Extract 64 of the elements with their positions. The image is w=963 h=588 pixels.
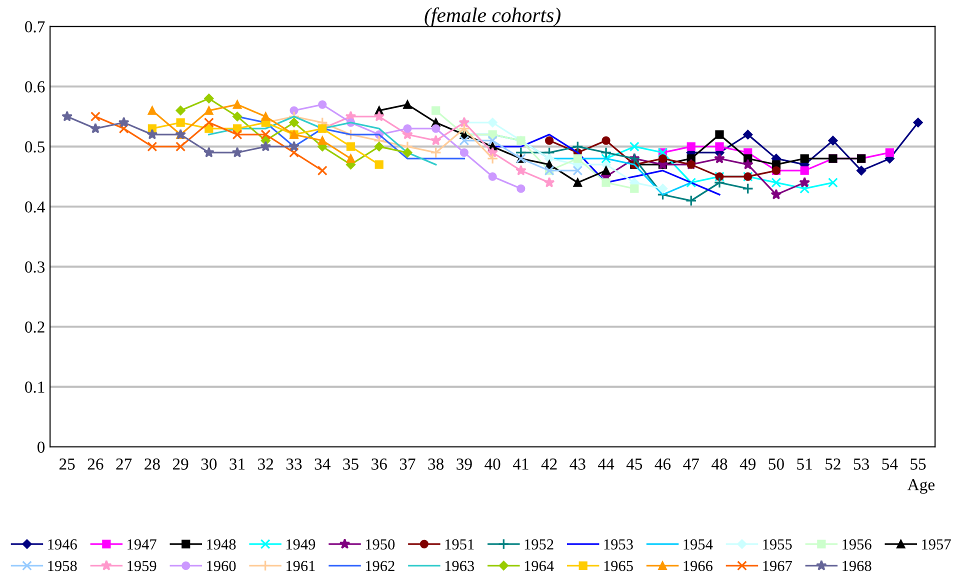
x-tick-label: 39: [456, 458, 472, 470]
x-tick-label: 28: [144, 458, 160, 470]
x-tick-label: 31: [230, 458, 245, 470]
legend-label: 1960: [207, 560, 236, 572]
legend-label: 1950: [366, 539, 395, 550]
legend-label: 1959: [128, 560, 156, 572]
chart-title: (female cohorts): [424, 7, 560, 26]
legend-label: 1953: [604, 539, 633, 550]
x-tick-label: 53: [854, 458, 870, 470]
y-tick-label: 0.4: [25, 201, 45, 213]
x-tick-label: 42: [541, 458, 557, 470]
x-tick-label: 46: [654, 458, 671, 470]
y-tick-label: 0.6: [25, 81, 45, 93]
x-tick-label: 51: [797, 458, 812, 470]
x-tick-label: 29: [172, 458, 188, 470]
x-tick-label: 44: [598, 458, 614, 470]
legend-label: 1952: [524, 539, 554, 550]
y-tick-label: 0.3: [25, 261, 45, 273]
x-tick-label: 33: [286, 458, 302, 470]
x-tick-label: 54: [882, 458, 898, 470]
legend-label: 1962: [366, 560, 394, 572]
legend-label: 1961: [286, 560, 315, 572]
legend-label: 1957: [922, 539, 951, 550]
x-tick-label: 36: [372, 458, 387, 470]
x-tick-label: 45: [626, 458, 642, 470]
legend-label: 1955: [763, 539, 792, 550]
x-tick-label: 26: [88, 458, 104, 470]
y-tick-label: 0.2: [25, 321, 44, 333]
y-tick-label: 0.1: [25, 382, 44, 393]
x-tick-label: 49: [740, 458, 756, 470]
x-tick-label: 47: [683, 458, 699, 470]
legend-label: 1966: [684, 560, 712, 572]
x-axis-title: Age: [907, 479, 934, 494]
x-tick-label: 25: [59, 458, 75, 470]
y-tick-label: 0: [38, 442, 45, 453]
x-tick-label: 41: [512, 458, 528, 470]
x-tick-label: 43: [570, 458, 586, 470]
legend-label: 1951: [445, 539, 474, 550]
x-tick-label: 52: [826, 458, 840, 470]
x-tick-label: 38: [428, 458, 444, 470]
x-tick-label: 55: [910, 458, 926, 470]
x-tick-label: 30: [201, 458, 217, 470]
legend-label: 1968: [842, 560, 872, 572]
y-tick-label: 0.7: [25, 21, 45, 32]
legend-label: 1946: [48, 539, 77, 550]
x-tick-label: 27: [116, 458, 132, 470]
legend-label: 1965: [604, 560, 633, 572]
legend-label: 1949: [286, 539, 316, 550]
y-tick-label: 0.5: [25, 141, 45, 153]
legend-label: 1964: [524, 560, 554, 572]
legend-label: 1958: [48, 560, 77, 572]
x-tick-label: 34: [314, 458, 330, 470]
x-tick-label: 50: [768, 458, 784, 470]
x-tick-label: 40: [484, 458, 500, 470]
x-tick-label: 48: [711, 458, 728, 470]
legend-label: 1947: [128, 539, 156, 550]
x-tick-label: 35: [343, 458, 358, 470]
legend-label: 1967: [763, 560, 792, 572]
x-tick-label: 37: [400, 458, 416, 470]
legend-label: 1954: [684, 539, 713, 550]
legend-label: 1948: [207, 539, 236, 550]
x-tick-label: 32: [258, 458, 274, 470]
legend-label: 1963: [445, 560, 474, 572]
legend-label: 1956: [842, 539, 872, 550]
